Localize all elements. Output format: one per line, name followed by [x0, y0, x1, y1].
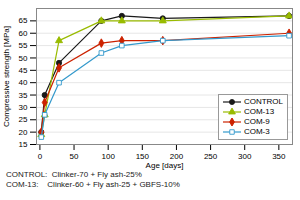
svg-text:250: 250	[204, 152, 218, 161]
svg-text:15: 15	[19, 140, 28, 149]
svg-text:Age [days]: Age [days]	[146, 161, 184, 170]
svg-text:Compressive strength [MPa]: Compressive strength [MPa]	[2, 26, 11, 127]
html-text:CONTROL: Clinker-70 + Fly ash-: CONTROL: Clinker-70 + Fly ash-25%	[6, 170, 142, 179]
html-text:COM-13: COM-13	[243, 107, 275, 116]
svg-text:150: 150	[135, 152, 149, 162]
svg-text:25: 25	[19, 115, 28, 124]
svg-text:50: 50	[70, 152, 79, 161]
svg-text:100: 100	[102, 152, 116, 161]
svg-text:350: 350	[272, 152, 286, 161]
svg-text:30: 30	[19, 103, 28, 112]
svg-text:55: 55	[19, 41, 28, 50]
svg-text:0: 0	[38, 152, 43, 161]
svg-text:45: 45	[19, 66, 28, 75]
svg-text:60: 60	[19, 29, 28, 38]
svg-text:35: 35	[19, 91, 28, 100]
html-text:COM-13: Clinker-60 + Fly ash-2: COM-13: Clinker-60 + Fly ash-25 + GBFS-1…	[6, 180, 180, 189]
svg-text:50: 50	[19, 54, 28, 63]
svg-text:40: 40	[19, 78, 28, 87]
html-text:COM-9: COM-9	[243, 117, 270, 126]
svg-text:20: 20	[19, 128, 28, 137]
svg-text:300: 300	[238, 152, 252, 161]
svg-text:65: 65	[19, 16, 28, 25]
html-text:COM-3: COM-3	[243, 127, 270, 136]
html-text:CONTROL: CONTROL	[243, 97, 283, 106]
svg-text:200: 200	[169, 152, 184, 162]
